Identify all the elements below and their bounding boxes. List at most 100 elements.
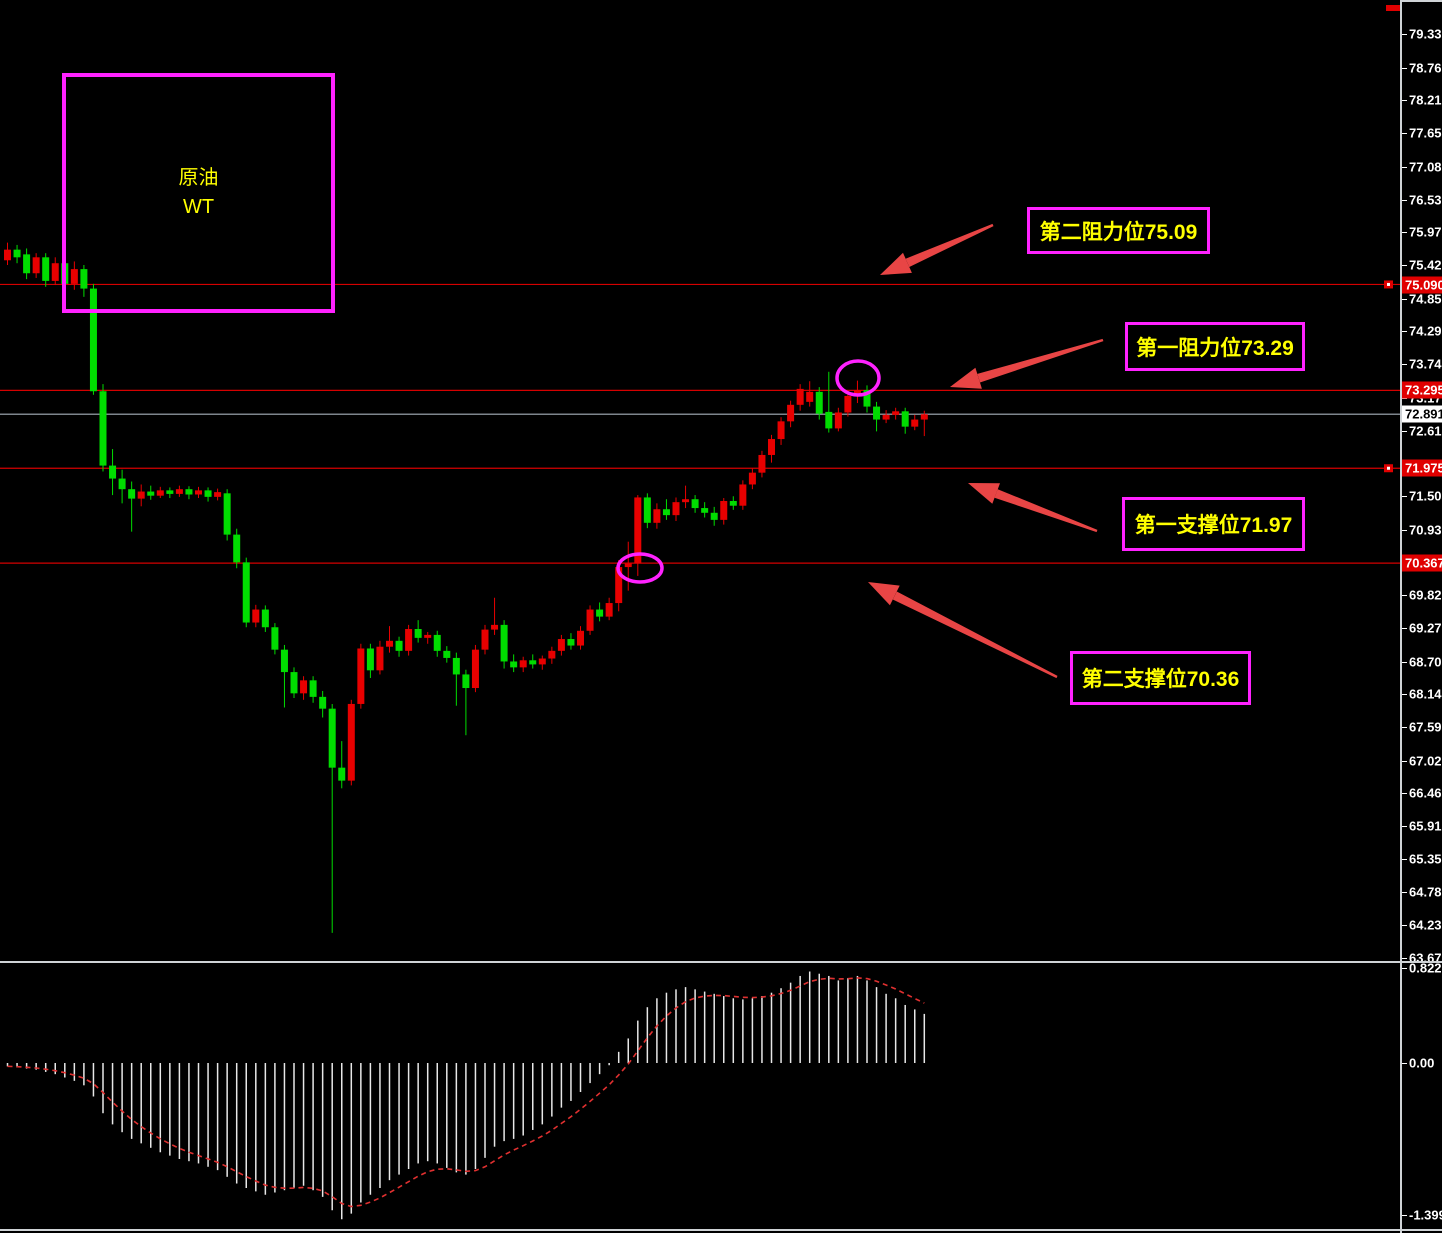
candle-down [109, 465, 117, 479]
candle-down [500, 624, 508, 662]
price-tick-label: 71.505 [1409, 488, 1442, 504]
candle-up [51, 263, 59, 281]
macd-signal-line [7, 977, 925, 1208]
candle-down [596, 609, 604, 617]
candle-down [414, 629, 422, 638]
annotation-support-2-label: 第二支撑位70.36 [1081, 668, 1240, 691]
price-tick-mark [1400, 858, 1407, 860]
candle-down [13, 249, 21, 258]
price-tick-mark [1400, 595, 1407, 597]
candle-down [691, 499, 699, 509]
candle-up [911, 419, 919, 427]
candle-up [376, 646, 384, 671]
candle-up [739, 484, 747, 506]
candle-up [844, 395, 852, 413]
candle-up [758, 454, 766, 473]
annotation-resistance-2-label: 第二阻力位75.09 [1039, 220, 1198, 244]
annotation-arrow-head [950, 367, 982, 389]
candle-down [242, 562, 250, 623]
annotation-support-1-label: 第一支撑位71.97 [1134, 514, 1293, 537]
candle-down [328, 708, 336, 768]
candle-up [195, 490, 202, 495]
candle-down [261, 609, 269, 628]
annotation-arrow-shaft [977, 338, 1104, 383]
candle-down [662, 509, 670, 516]
price-tick-mark [1400, 925, 1407, 927]
level-lines-group [0, 5, 1400, 564]
price-tick-label: 68.145 [1409, 686, 1442, 702]
candle-down [701, 508, 709, 513]
price-tick-label: 68.700 [1409, 654, 1442, 669]
candle-down [204, 490, 212, 497]
highlight-ellipse[interactable] [835, 359, 881, 397]
price-tick-label: 74.850 [1409, 291, 1442, 307]
price-tick-label: 78.765 [1409, 60, 1442, 76]
candle-down [863, 390, 871, 407]
line-end-marker-dot [1387, 466, 1390, 470]
candle-down [89, 288, 97, 392]
indicator-tick-label: -1.3991 [1409, 1207, 1442, 1223]
candle-down [147, 491, 155, 496]
candle-up [156, 490, 164, 496]
candle-up [70, 269, 78, 284]
price-tick-label: 75.975 [1409, 224, 1442, 240]
indicator-tick-label: 0.00 [1409, 1055, 1435, 1071]
candle-up [424, 634, 432, 638]
indicator-tick-mark [1400, 1063, 1407, 1064]
price-tick-mark [1400, 265, 1407, 266]
annotation-support-2[interactable]: 第二支撑位70.36 [1070, 651, 1251, 705]
candle-up [577, 630, 584, 646]
candle-up [538, 658, 546, 665]
candle-up [175, 489, 183, 494]
price-tick-mark [1400, 793, 1407, 795]
annotation-arrow-shaft [905, 223, 994, 267]
candle-down [452, 657, 460, 675]
price-tick-mark [1400, 892, 1407, 894]
price-tick-label: 64.230 [1409, 917, 1442, 933]
price-tick-mark [1400, 34, 1407, 35]
candle-up [300, 680, 308, 694]
price-tick-label: 77.655 [1409, 125, 1442, 141]
axis-separator-line [1400, 0, 1402, 1233]
candle-down [233, 534, 241, 563]
price-badge-resistance-1: 73.295 [1402, 381, 1442, 399]
price-tick-mark [1400, 727, 1407, 728]
candle-up [682, 499, 690, 503]
candle-down [80, 269, 88, 289]
panel-separator-line[interactable] [0, 961, 1442, 963]
price-tick-mark [1400, 298, 1407, 300]
candle-up [672, 502, 680, 516]
candle-down [309, 680, 317, 697]
candle-up [920, 414, 928, 420]
candle-down [729, 500, 737, 506]
macd-histogram-group [6, 971, 926, 1220]
annotation-support-1[interactable]: 第一支撑位71.97 [1122, 497, 1305, 551]
candle-up [471, 649, 479, 689]
annotation-resistance-2[interactable]: 第二阻力位75.09 [1027, 207, 1210, 254]
price-badge-resistance-2: 75.090 [1402, 276, 1442, 293]
candle-up [605, 603, 613, 617]
indicator-tick-mark [1400, 968, 1407, 969]
candle-down [338, 767, 346, 781]
candle-down [319, 696, 327, 709]
candle-down [710, 512, 718, 520]
price-tick-mark [1400, 826, 1407, 828]
bottom-border-line [0, 1229, 1442, 1231]
candle-up [892, 411, 900, 415]
candle-down [462, 674, 470, 689]
price-tick-label: 75.420 [1409, 257, 1442, 273]
symbol-title-box[interactable]: 原油 WT [62, 73, 335, 313]
symbol-title-line1: 原油 [178, 167, 219, 189]
price-tick-mark [1400, 760, 1407, 762]
price-tick-mark [1400, 430, 1407, 432]
clipped-level-marker [1386, 5, 1400, 11]
candle-down [529, 660, 537, 665]
annotation-resistance-1[interactable]: 第一阻力位73.29 [1125, 322, 1305, 371]
candle-down [510, 661, 518, 668]
candle-down [643, 497, 651, 523]
highlight-ellipse[interactable] [616, 552, 664, 584]
price-tick-mark [1400, 331, 1407, 333]
price-tick-mark [1400, 166, 1407, 168]
